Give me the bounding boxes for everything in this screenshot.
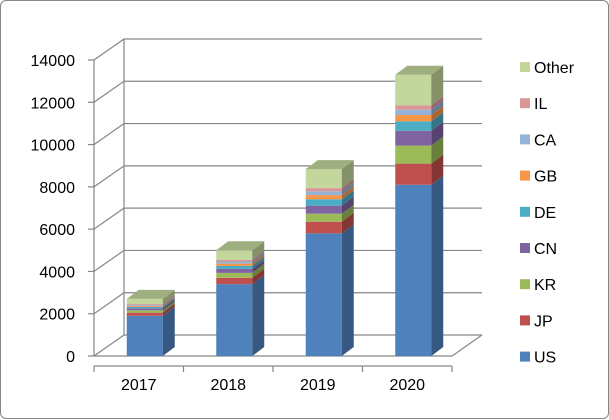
bar-stack-2019 bbox=[306, 160, 354, 356]
gridline bbox=[94, 39, 482, 60]
bar-segment-IL bbox=[395, 105, 431, 109]
bar-segment-Other bbox=[395, 75, 431, 106]
x-tick-label: 2019 bbox=[300, 377, 336, 394]
y-tick-label: 8000 bbox=[39, 180, 75, 197]
bar-segment-CA bbox=[216, 261, 252, 263]
y-tick-label: 10000 bbox=[31, 138, 76, 155]
x-tick-label: 2017 bbox=[121, 377, 157, 394]
y-tick-label: 6000 bbox=[39, 222, 75, 239]
bar-segment-IL bbox=[216, 260, 252, 262]
bar-segment-CN bbox=[127, 308, 163, 310]
bar-segment-DE bbox=[127, 307, 163, 308]
legend-label-Other: Other bbox=[534, 60, 575, 77]
legend-swatch-US bbox=[520, 352, 530, 362]
bar-segment-US bbox=[306, 233, 342, 356]
y-tick-label: 2000 bbox=[39, 307, 75, 324]
legend-label-KR: KR bbox=[534, 277, 556, 294]
bar-segment-CA bbox=[127, 305, 163, 306]
legend-swatch-JP bbox=[520, 315, 530, 325]
bar-segment-CN bbox=[395, 131, 431, 146]
bar-segment-US bbox=[216, 284, 252, 356]
bar-segment-KR bbox=[216, 273, 252, 278]
bar-stack-2020 bbox=[395, 66, 443, 356]
bar-segment-Other bbox=[127, 299, 163, 304]
legend-swatch-KR bbox=[520, 279, 530, 289]
bar-segment-KR bbox=[306, 214, 342, 222]
legend-swatch-Other bbox=[520, 62, 530, 72]
bar-segment-US bbox=[395, 185, 431, 356]
y-tick-label: 12000 bbox=[31, 95, 76, 112]
bar-side-US bbox=[252, 275, 264, 356]
bar-side-US bbox=[342, 224, 354, 356]
bar-segment-CN bbox=[216, 269, 252, 273]
bar-segment-GB bbox=[395, 115, 431, 121]
y-tick-label: 14000 bbox=[31, 53, 76, 70]
legend-label-US: US bbox=[534, 350, 556, 367]
legend-label-JP: JP bbox=[534, 313, 553, 330]
bar-segment-KR bbox=[395, 146, 431, 164]
bar-segment-Other bbox=[216, 250, 252, 260]
bar-segment-IL bbox=[306, 188, 342, 191]
bar-segment-JP bbox=[395, 164, 431, 185]
bar-segment-DE bbox=[306, 199, 342, 205]
legend-swatch-IL bbox=[520, 98, 530, 108]
bar-segment-JP bbox=[127, 313, 163, 316]
legend-swatch-GB bbox=[520, 171, 530, 181]
legend-label-CN: CN bbox=[534, 241, 557, 258]
bar-segment-GB bbox=[216, 264, 252, 266]
bar-segment-KR bbox=[127, 310, 163, 312]
bar-segment-GB bbox=[306, 195, 342, 199]
legend-label-DE: DE bbox=[534, 205, 556, 222]
y-tick-label: 0 bbox=[66, 349, 75, 366]
bar-segment-GB bbox=[127, 306, 163, 307]
legend-label-CA: CA bbox=[534, 132, 557, 149]
x-tick-label: 2020 bbox=[389, 377, 425, 394]
bar-segment-CA bbox=[395, 110, 431, 115]
bar-segment-DE bbox=[216, 266, 252, 269]
bar-segment-JP bbox=[306, 222, 342, 234]
y-tick-label: 4000 bbox=[39, 264, 75, 281]
bar-segment-Other bbox=[306, 169, 342, 188]
bar-segment-JP bbox=[216, 278, 252, 284]
bar-side-US bbox=[431, 176, 443, 356]
bar-segment-DE bbox=[395, 121, 431, 131]
bar-segment-US bbox=[127, 316, 163, 356]
legend-swatch-DE bbox=[520, 207, 530, 217]
bar-segment-IL bbox=[127, 304, 163, 305]
legend-swatch-CA bbox=[520, 134, 530, 144]
bar-segment-CN bbox=[306, 206, 342, 214]
legend-label-IL: IL bbox=[534, 96, 547, 113]
x-tick-label: 2018 bbox=[210, 377, 246, 394]
bar-stack-2017 bbox=[127, 290, 175, 356]
bar-stack-2018 bbox=[216, 241, 264, 356]
legend-swatch-CN bbox=[520, 243, 530, 253]
legend-label-GB: GB bbox=[534, 169, 557, 186]
bar-segment-CA bbox=[306, 191, 342, 195]
